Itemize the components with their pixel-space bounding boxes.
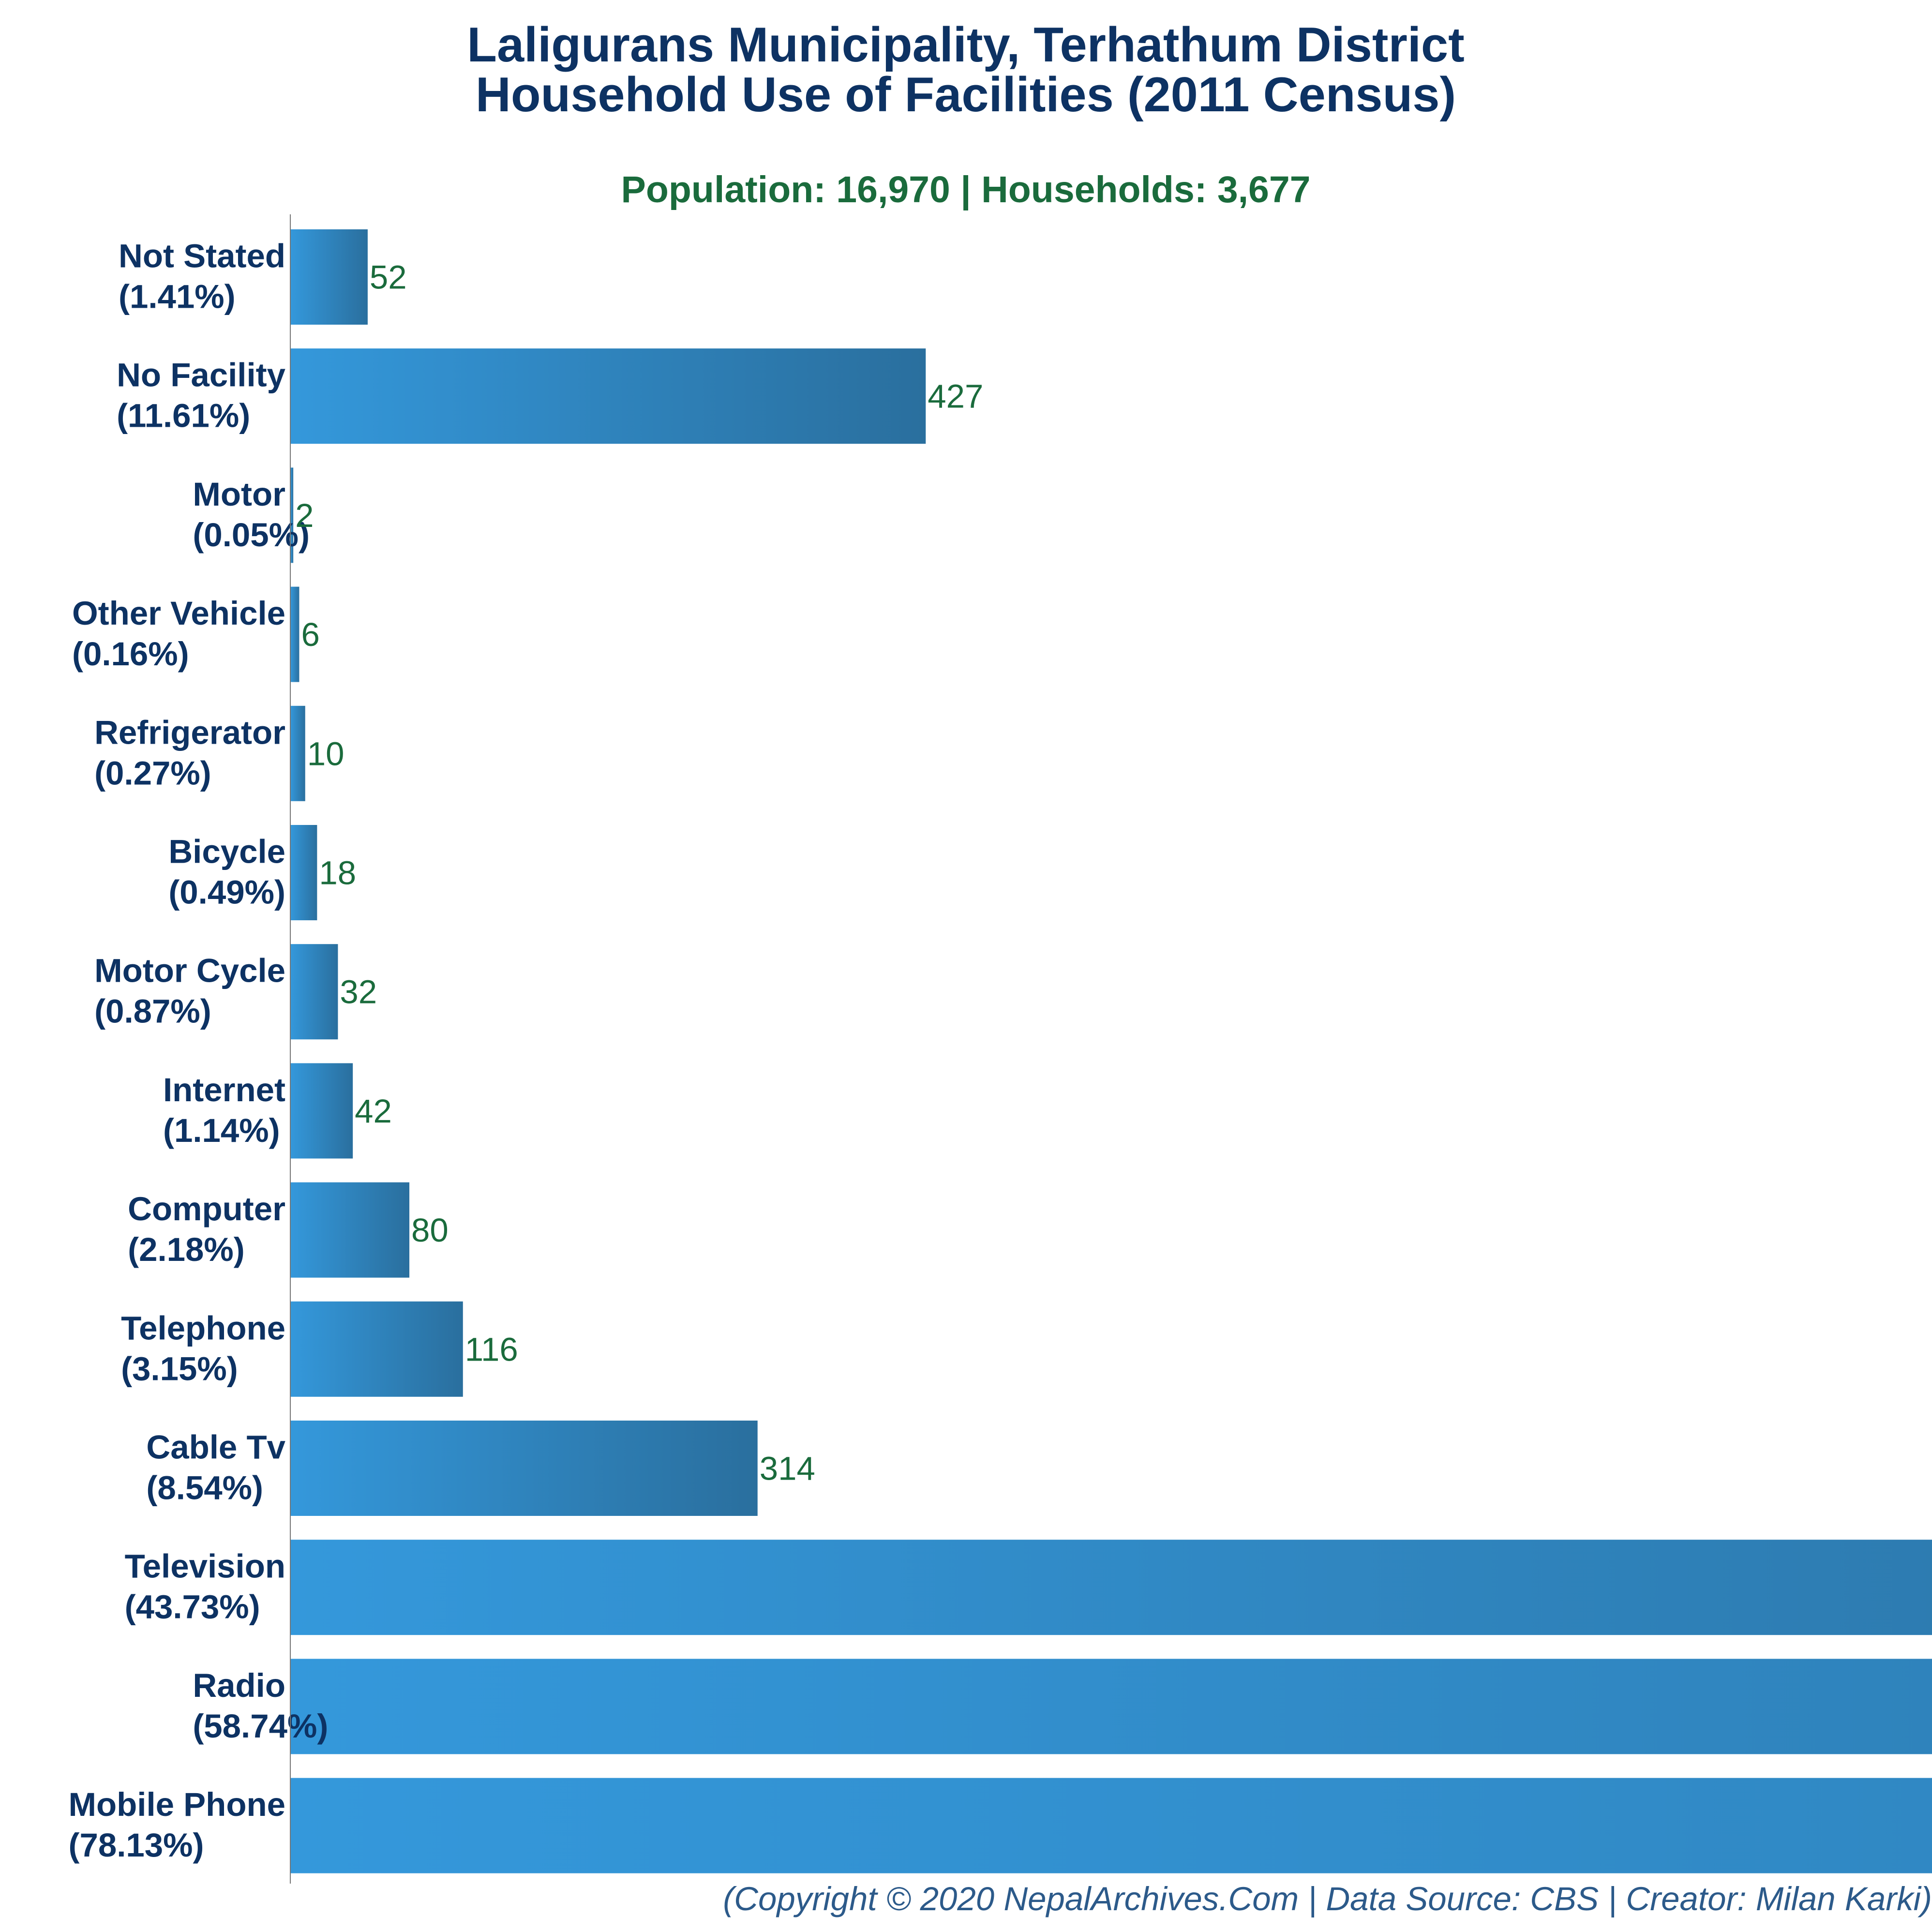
category-label: Telephone xyxy=(121,1309,285,1347)
category-percent-label: (0.49%) xyxy=(168,874,285,911)
bar-row: Cable Tv(8.54%) 314 xyxy=(146,1421,815,1516)
bar-other-vehicle xyxy=(290,586,300,682)
bar-radio xyxy=(290,1659,1932,1754)
bar-row: Bicycle (0.49%) 18 xyxy=(168,825,356,920)
footer-credit: (Copyright © 2020 NepalArchives.Com | Da… xyxy=(723,1880,1932,1917)
bar-refrigerator xyxy=(290,705,305,801)
category-percent-label: (78.13%) xyxy=(69,1827,204,1864)
category-label: Radio xyxy=(193,1667,285,1704)
category-label: Not Stated xyxy=(119,238,285,275)
value-label: 2 xyxy=(295,497,314,534)
value-label: 116 xyxy=(465,1331,518,1368)
value-label: 314 xyxy=(760,1450,815,1487)
category-label: Computer xyxy=(128,1190,285,1228)
bar-motor xyxy=(290,467,294,563)
bar-mobile-phone xyxy=(290,1778,1932,1873)
bar-row: Not Stated(1.41%) 52 xyxy=(119,229,407,325)
value-label: 52 xyxy=(370,259,407,296)
bar-row: Mobile Phone(78.13%)2,873 xyxy=(69,1778,1932,1873)
category-label: No Facility xyxy=(117,357,285,394)
category-label: Other Vehicle xyxy=(72,595,285,632)
bar-row: Motor Cycle (0.87%) 32 xyxy=(94,944,377,1040)
chart-subtitle: Population: 16,970 | Households: 3,677 xyxy=(621,169,1310,210)
category-label: Mobile Phone xyxy=(69,1786,286,1823)
category-percent-label: (0.27%) xyxy=(94,754,211,792)
chart-title-line-1: Laligurans Municipality, Terhathum Distr… xyxy=(467,18,1464,72)
bar-row: Radio(58.74%)2,160 xyxy=(193,1659,1932,1754)
value-label: 32 xyxy=(340,973,377,1011)
value-label: 18 xyxy=(319,854,356,892)
category-percent-label: (0.05%) xyxy=(193,516,310,554)
bar-row: Motor(0.05%)2 xyxy=(193,467,314,563)
bar-cable-tv xyxy=(290,1421,758,1516)
bars-layer: Not Stated(1.41%) 52 No Facility(11.61%) 42… xyxy=(69,229,1932,1873)
category-label: Motor xyxy=(193,476,285,513)
bar-row: Computer(2.18%) 80 xyxy=(128,1182,449,1278)
value-label: 80 xyxy=(411,1212,449,1249)
bar-row: Telephone(3.15%) 116 xyxy=(121,1301,518,1397)
category-percent-label: (0.87%) xyxy=(94,993,211,1030)
bar-row: Other Vehicle(0.16%) 6 xyxy=(72,586,320,682)
value-label: 42 xyxy=(355,1093,392,1130)
bar-no-facility xyxy=(290,348,926,444)
value-label: 6 xyxy=(301,616,319,653)
bar-television xyxy=(290,1540,1932,1635)
category-label: Refrigerator xyxy=(94,714,285,751)
bar-row: Television(43.73%)1,608 xyxy=(125,1540,1932,1635)
category-label: Cable Tv xyxy=(146,1429,285,1466)
category-percent-label: (3.15%) xyxy=(121,1350,238,1387)
value-label: 10 xyxy=(307,735,344,772)
bar-telephone xyxy=(290,1301,463,1397)
value-label: 427 xyxy=(928,378,983,415)
bar-row: Refrigerator(0.27%) 10 xyxy=(94,705,344,801)
category-percent-label: (11.61%) xyxy=(117,397,250,434)
bar-row: No Facility(11.61%) 427 xyxy=(117,348,983,444)
category-percent-label: (1.14%) xyxy=(163,1112,280,1149)
bar-row: Internet (1.14%) 42 xyxy=(163,1063,392,1159)
bar-bicycle xyxy=(290,825,317,920)
chart-title-line-2: Household Use of Facilities (2011 Census… xyxy=(476,68,1456,122)
category-percent-label: (58.74%) xyxy=(193,1707,328,1745)
category-percent-label: (2.18%) xyxy=(128,1231,245,1268)
category-label: Television xyxy=(125,1548,285,1585)
category-percent-label: (8.54%) xyxy=(146,1469,263,1507)
bar-not-stated xyxy=(290,229,368,325)
category-label: Internet xyxy=(163,1071,285,1108)
bar-motor-cycle xyxy=(290,944,338,1040)
bar-computer xyxy=(290,1182,410,1278)
category-label: Bicycle xyxy=(168,833,285,870)
category-label: Motor Cycle xyxy=(94,952,285,989)
category-percent-label: (43.73%) xyxy=(125,1588,260,1626)
category-percent-label: (0.16%) xyxy=(72,635,189,673)
bar-internet xyxy=(290,1063,353,1159)
category-percent-label: (1.41%) xyxy=(119,278,236,315)
